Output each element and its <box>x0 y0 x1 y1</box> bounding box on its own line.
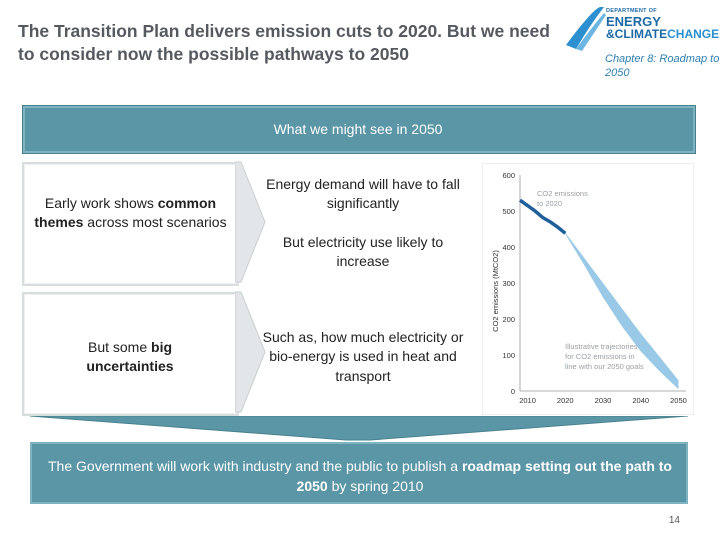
chart-axes <box>519 175 686 392</box>
middle-item-3: Such as, how much electricity or bio-ene… <box>262 329 464 384</box>
middle-item-2: But electricity use likely to increase <box>282 234 444 270</box>
chart-y-tick-label: 500 <box>502 207 515 216</box>
conclusion-pre: The Government will work with industry a… <box>48 458 462 474</box>
logo-line3: &CLIMATECHANGE <box>606 27 720 42</box>
chart-annotation-2c: line with our 2050 goals <box>565 362 644 371</box>
chart-annotation-2a: Illustrative trajectories <box>565 342 638 351</box>
chart-y-tick-label: 0 <box>511 387 515 396</box>
chart-x-tick-label: 2010 <box>519 396 536 405</box>
left-box-bottom-text: But some big uncertainties <box>60 338 200 377</box>
left-top-post: across most scenarios <box>83 214 227 231</box>
chart-x-tick-label: 2030 <box>595 396 612 405</box>
chart-annotation-1b: to 2020 <box>537 199 562 208</box>
left-box-top-text: Early work shows common themes across mo… <box>28 194 233 233</box>
funnel-arrow <box>30 416 688 441</box>
chart-frame <box>482 163 694 415</box>
conclusion-text: The Government will work with industry a… <box>40 457 680 496</box>
conclusion-post: by spring 2010 <box>327 477 424 494</box>
left-top-pre: Early work shows <box>44 195 158 211</box>
logo-line2: ENERGY <box>606 13 661 29</box>
middle-item-1: Energy demand will have to fall signific… <box>266 176 460 212</box>
chart-marks <box>518 198 679 390</box>
left-box-bottom <box>22 292 239 416</box>
chart-y-tick-label: 300 <box>502 279 515 288</box>
chart-ylabel: CO2 emissions (MtCO2) <box>491 250 500 332</box>
section-banner <box>22 105 696 154</box>
connector-arrows <box>235 161 266 413</box>
conclusion-bold: roadmap setting out the path to 2050 <box>296 458 672 494</box>
left-bottom-bold: big uncertainties <box>86 339 174 375</box>
chart-y-tick-label: 200 <box>502 315 515 324</box>
conclusion-banner <box>30 442 688 504</box>
chart-x-tick-label: 2020 <box>557 396 574 405</box>
chart-historic-line <box>518 198 567 235</box>
chart-y-tick-label: 600 <box>502 171 515 180</box>
logo-line1: DEPARTMENT OF <box>606 8 657 14</box>
banner-label: What we might see in 2050 <box>273 121 443 137</box>
page-number: 14 <box>668 515 680 526</box>
left-top-bold: common themes <box>34 195 217 231</box>
logo-line3-b: CHANGE <box>667 27 720 42</box>
chart-y-tick-label: 400 <box>502 243 515 252</box>
chart-annotation-2b: for CO2 emissions in <box>565 352 635 361</box>
logo-wordmark: DEPARTMENT OF ENERGY &CLIMATECHANGE <box>606 8 720 42</box>
page-title: The Transition Plan delivers emission cu… <box>18 21 550 65</box>
chart-annotation-1a: CO2 emissions <box>537 189 588 198</box>
decc-logo <box>566 7 606 51</box>
logo-line3-a: &CLIMATE <box>606 27 668 42</box>
chart-y-tick-label: 100 <box>502 351 515 360</box>
chart-ticks: 0 100 200 300 400 500 600 2010 2020 2030 2040 2050 <box>502 171 686 405</box>
left-bottom-pre: But some <box>87 339 152 355</box>
chart-x-tick-label: 2050 <box>670 396 687 405</box>
chart-x-tick-label: 2040 <box>632 396 649 405</box>
chart-trajectory-band <box>565 232 679 390</box>
chapter-note: Chapter 8: Roadmap to 2050 <box>605 53 720 79</box>
